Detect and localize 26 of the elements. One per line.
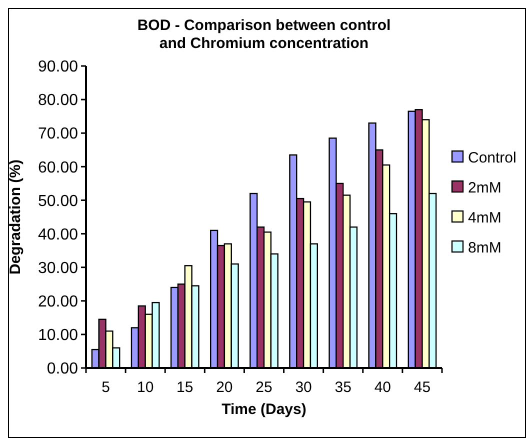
y-tick-label: 40.00 xyxy=(38,226,78,244)
x-tick-label: 30 xyxy=(295,379,312,396)
x-tick-label: 20 xyxy=(216,379,233,396)
y-tick-label: 60.00 xyxy=(38,159,78,176)
x-tick-label: 15 xyxy=(176,379,194,396)
y-tick-label: 10.00 xyxy=(38,327,78,344)
y-tick-label: 80.00 xyxy=(38,92,78,110)
y-tick-label: 50.00 xyxy=(38,192,78,210)
y-tick-label: 70.00 xyxy=(38,126,78,143)
legend-label: 8mM xyxy=(468,239,502,256)
x-tick-label: 35 xyxy=(334,379,352,396)
x-tick-label: 10 xyxy=(136,379,154,396)
x-tick-label: 5 xyxy=(102,379,110,396)
x-tick-label: 25 xyxy=(256,379,272,396)
y-axis-title: Degradation (%) xyxy=(7,159,24,275)
y-tick-label: 30.00 xyxy=(38,260,78,277)
legend-label: 2mM xyxy=(468,179,502,196)
x-tick-label: 45 xyxy=(414,379,431,396)
y-tick-label: 0.00 xyxy=(46,360,78,378)
y-tick-label: 20.00 xyxy=(38,293,78,310)
legend-label: 4mM xyxy=(468,209,502,226)
legend-label: Control xyxy=(468,149,516,166)
x-axis-title: Time (Days) xyxy=(222,401,306,418)
x-tick-label: 40 xyxy=(374,379,392,396)
y-tick-label: 90.00 xyxy=(38,58,78,76)
chart-title: BOD - Comparison between control and Chromium concentration xyxy=(137,17,391,52)
